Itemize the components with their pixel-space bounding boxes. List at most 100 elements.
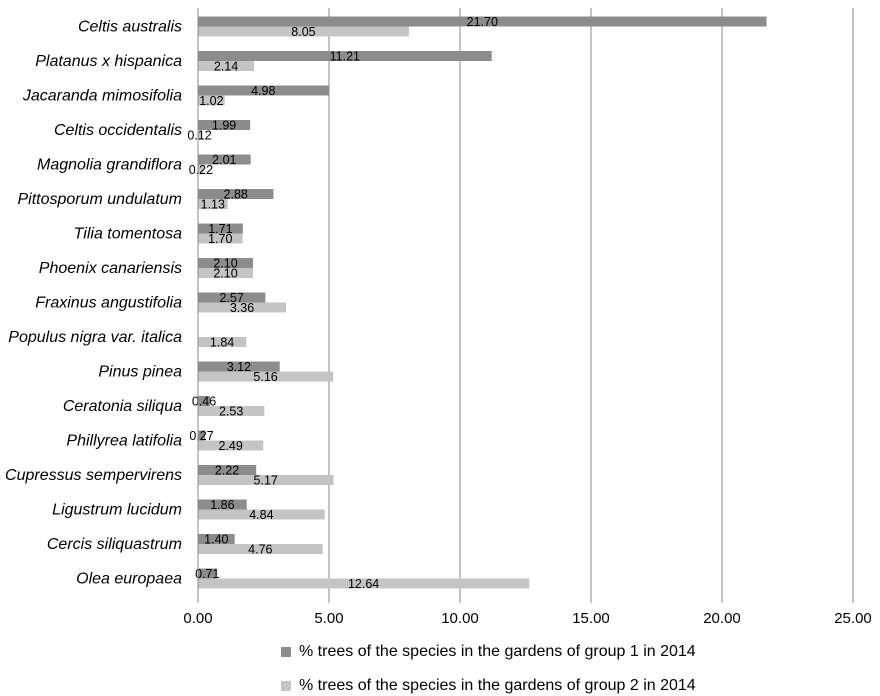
data-label-series-2: 5.16 — [253, 370, 277, 384]
bar-series-1 — [198, 120, 251, 130]
data-label-series-1: 0.46 — [192, 395, 216, 409]
data-label-series-2: 4.76 — [248, 543, 272, 557]
bar-series-2 — [198, 268, 254, 278]
bar-series-1 — [198, 51, 492, 61]
bar-series-1 — [198, 85, 329, 96]
bar-series-2 — [198, 578, 530, 589]
data-label-series-2: 3.36 — [230, 301, 254, 315]
bar-series-1 — [198, 154, 251, 165]
data-label-series-1: 1.86 — [210, 498, 234, 512]
bar-series-1 — [198, 292, 266, 303]
x-tick-label: 0.00 — [183, 610, 212, 627]
bar-series-2 — [198, 61, 255, 71]
data-label-series-1: 0.71 — [195, 567, 219, 581]
bar-series-2 — [198, 233, 243, 244]
data-label-series-1: 11.21 — [330, 50, 360, 64]
data-label-series-2: 1.70 — [208, 232, 232, 246]
category-label: Pinus pinea — [98, 364, 182, 381]
bar-series-1 — [198, 223, 243, 234]
legend-item-series-2: % trees of the species in the gardens of… — [281, 677, 696, 695]
bar-series-2 — [198, 337, 247, 347]
data-label-series-1: 1.71 — [208, 222, 232, 236]
data-label-series-2: 2.53 — [219, 405, 243, 419]
bars — [198, 16, 767, 589]
data-label-series-1: 2.88 — [224, 188, 248, 202]
x-tick-label: 20.00 — [703, 610, 741, 627]
bar-series-2 — [198, 371, 334, 382]
category-label: Magnolia grandiflora — [37, 157, 182, 174]
legend-label-series-1: % trees of the species in the gardens of… — [299, 643, 696, 660]
data-label-series-1: 3.12 — [227, 360, 251, 374]
legend-label-series-2: % trees of the species in the gardens of… — [299, 677, 696, 694]
x-tick-label: 15.00 — [572, 610, 610, 627]
bar-series-1 — [198, 499, 247, 510]
category-label: Cupressus sempervirens — [5, 467, 182, 484]
data-label-series-1: 21.70 — [467, 15, 498, 29]
data-label-series-2: 0.12 — [187, 129, 211, 143]
data-labels: 21.708.0511.212.144.981.021.990.122.010.… — [187, 15, 498, 591]
legend-swatch-series-2 — [281, 681, 291, 691]
data-label-series-1: 2.57 — [219, 291, 243, 305]
data-label-series-1: 2.01 — [212, 153, 236, 167]
data-label-series-2: 2.49 — [218, 439, 242, 453]
data-label-series-1: 2.10 — [213, 257, 237, 271]
bar-series-2 — [198, 475, 334, 485]
data-label-series-2: 4.84 — [249, 508, 273, 522]
data-label-series-2: 12.64 — [348, 577, 379, 591]
data-label-series-1: 0.27 — [189, 429, 213, 443]
x-tick-label: 25.00 — [834, 610, 872, 627]
category-label: Ceratonia siliqua — [63, 398, 182, 415]
bar-series-2 — [198, 95, 225, 106]
category-label: Tilia tomentosa — [74, 226, 182, 243]
data-label-series-2: 1.84 — [210, 336, 234, 350]
category-labels: Celtis australis Platanus x hispanica Jaca… — [5, 19, 182, 588]
data-label-series-2: 2.10 — [213, 267, 237, 281]
bar-series-1 — [198, 189, 274, 199]
category-label: Jacaranda mimosifolia — [22, 88, 182, 105]
category-label: Fraxinus angustifolia — [35, 295, 182, 312]
bar-series-1 — [198, 534, 235, 544]
bar-chart: 21.708.0511.212.144.981.021.990.122.010.… — [5, 8, 872, 627]
category-label: Cercis siliquastrum — [47, 536, 182, 553]
bar-series-2 — [198, 302, 287, 313]
bar-series-2 — [198, 509, 325, 520]
data-label-series-1: 4.98 — [251, 84, 275, 98]
bar-series-2 — [198, 164, 204, 175]
data-label-series-1: 1.99 — [212, 119, 236, 133]
bar-series-2 — [198, 544, 323, 554]
bar-series-2 — [198, 199, 228, 209]
category-label: Populus nigra var. italica — [8, 329, 182, 346]
category-label: Ligustrum lucidum — [52, 502, 182, 519]
data-label-series-2: 1.02 — [199, 94, 223, 108]
bar-series-2 — [198, 440, 264, 451]
bar-series-1 — [198, 16, 767, 27]
bar-series-1 — [198, 361, 280, 372]
x-tick-label: 10.00 — [441, 610, 479, 627]
data-label-series-2: 2.14 — [214, 60, 238, 74]
category-label: Olea europaea — [76, 571, 182, 588]
data-label-series-1: 2.22 — [215, 464, 239, 478]
legend-item-series-1: % trees of the species in the gardens of… — [281, 643, 696, 661]
x-tick-label: 5.00 — [314, 610, 343, 627]
data-label-series-2: 0.22 — [189, 163, 213, 177]
category-label: Celtis occidentalis — [54, 122, 182, 139]
category-label: Celtis australis — [78, 19, 182, 36]
bar-series-1 — [198, 396, 211, 406]
bar-series-1 — [198, 430, 206, 441]
bar-series-2 — [198, 26, 409, 37]
legend-swatch-series-1 — [281, 647, 291, 657]
category-label: Platanus x hispanica — [35, 53, 182, 70]
bar-series-1 — [198, 568, 217, 579]
bar-series-1 — [198, 258, 254, 268]
grid-lines — [328, 8, 854, 603]
data-label-series-2: 5.17 — [254, 474, 278, 488]
bar-series-1 — [198, 465, 257, 475]
data-label-series-1: 1.40 — [204, 533, 228, 547]
category-label: Pittosporum undulatum — [17, 191, 182, 208]
category-label: Phillyrea latifolia — [66, 433, 182, 450]
x-tick-labels: 0.00 5.00 10.00 15.00 20.00 25.00 — [183, 610, 871, 627]
bar-series-2 — [198, 130, 202, 140]
bar-series-2 — [198, 406, 265, 416]
data-label-series-2: 8.05 — [291, 25, 315, 39]
data-label-series-2: 1.13 — [201, 198, 225, 212]
